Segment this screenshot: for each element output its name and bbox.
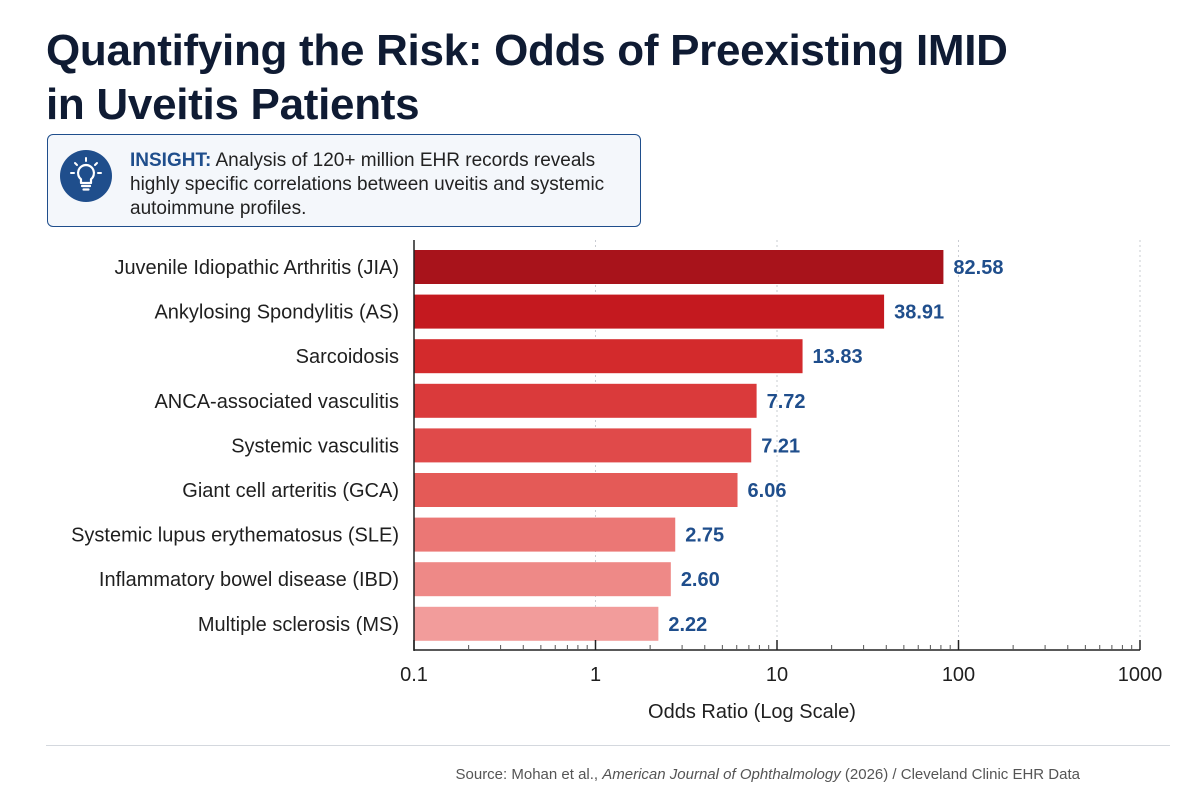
- category-label: Sarcoidosis: [296, 346, 399, 368]
- data-label: 13.83: [813, 346, 863, 368]
- data-label: 6.06: [748, 480, 787, 502]
- source-citation: Source: Mohan et al., American Journal o…: [456, 766, 1081, 783]
- insight-text: INSIGHT: Analysis of 120+ million EHR re…: [130, 149, 630, 221]
- bar: [414, 562, 671, 597]
- data-label: 2.75: [685, 525, 724, 547]
- category-label: Systemic lupus erythematosus (SLE): [71, 525, 399, 547]
- bar: [414, 294, 885, 329]
- bar: [414, 250, 944, 284]
- insight-label: INSIGHT:: [130, 150, 212, 171]
- data-label: 2.22: [668, 614, 707, 636]
- x-tick-label: 1000: [1118, 664, 1163, 686]
- data-label: 38.91: [894, 302, 944, 324]
- category-label: Systemic vasculitis: [231, 435, 399, 457]
- footer-divider: [46, 745, 1170, 746]
- source-prefix: Source: Mohan et al.,: [455, 766, 603, 783]
- insight-callout: INSIGHT: Analysis of 120+ million EHR re…: [47, 134, 641, 227]
- category-label: Juvenile Idiopathic Arthritis (JIA): [114, 257, 399, 279]
- category-label: Multiple sclerosis (MS): [198, 614, 399, 636]
- category-label: Ankylosing Spondylitis (AS): [154, 302, 399, 324]
- bar: [414, 428, 752, 463]
- page-title: Quantifying the Risk: Odds of Preexistin…: [46, 26, 1008, 129]
- data-label: 7.21: [761, 435, 800, 457]
- x-tick-label: 1: [590, 664, 601, 686]
- category-label: Inflammatory bowel disease (IBD): [99, 569, 399, 591]
- data-label: 2.60: [681, 569, 720, 591]
- x-tick-label: 100: [942, 664, 975, 686]
- data-label: 7.72: [767, 391, 806, 413]
- category-label: ANCA-associated vasculitis: [154, 391, 399, 413]
- bar: [414, 606, 659, 641]
- x-tick-label: 10: [766, 664, 788, 686]
- bar: [414, 517, 676, 552]
- source-suffix: (2026) / Cleveland Clinic EHR Data: [840, 766, 1080, 783]
- data-label: 82.58: [953, 257, 1003, 279]
- bar: [414, 339, 803, 374]
- lightbulb-icon: [60, 150, 112, 202]
- x-tick-label: 0.1: [400, 664, 428, 686]
- insight-body: Analysis of 120+ million EHR records rev…: [130, 150, 605, 219]
- category-label: Giant cell arteritis (GCA): [182, 480, 399, 502]
- bar: [414, 473, 738, 507]
- bar: [414, 383, 757, 418]
- source-journal: American Journal of Ophthalmology: [602, 766, 841, 783]
- x-axis-label: Odds Ratio (Log Scale): [648, 701, 856, 723]
